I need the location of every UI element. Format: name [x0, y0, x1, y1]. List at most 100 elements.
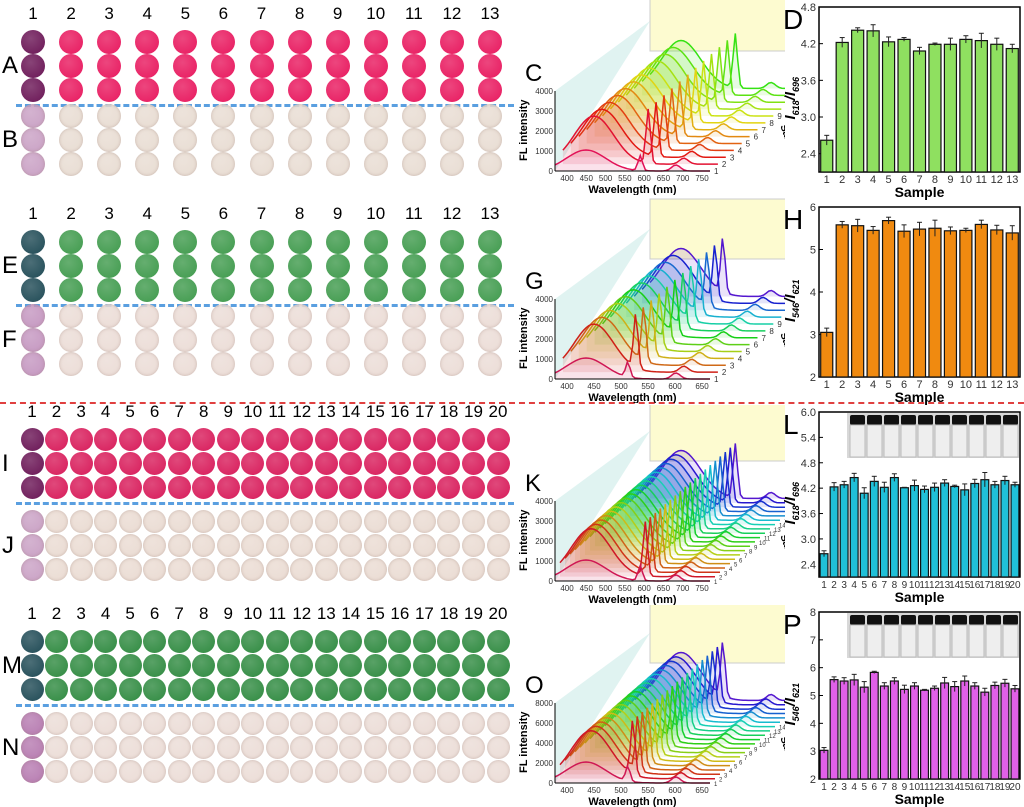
- sample-spot: [290, 630, 314, 653]
- sample-spot: [241, 630, 265, 653]
- sample-tick-label: 3: [730, 361, 735, 370]
- column-number: 17: [414, 604, 434, 623]
- spectrum-line: [584, 499, 740, 556]
- sample-spot: [45, 534, 69, 557]
- sample-tick-label: 11: [764, 739, 771, 745]
- column-number: 3: [76, 604, 86, 623]
- sample-spot: [290, 654, 314, 677]
- spectrum-line: [594, 690, 750, 750]
- sample-spot: [437, 510, 461, 533]
- y-tick-label: 3: [810, 746, 816, 758]
- bar: [930, 486, 940, 578]
- sample-spot: [265, 630, 289, 653]
- sample-spot: [290, 678, 314, 701]
- sample-spot: [439, 78, 464, 102]
- sample-spot: [59, 30, 84, 54]
- spectrum-fill: [640, 452, 785, 508]
- sample-spot: [45, 736, 69, 759]
- x-tick-label: 2: [839, 379, 845, 391]
- sample-spot: [287, 328, 312, 352]
- sample-spot: [249, 54, 274, 78]
- sample-spot: [173, 304, 198, 328]
- bar: [859, 492, 869, 578]
- column-number: 5: [180, 4, 191, 23]
- spectrum-line: [579, 703, 735, 763]
- sample-spot: [486, 452, 510, 475]
- sample-spot: [287, 128, 312, 152]
- panel-label: B: [2, 126, 19, 153]
- bar: [869, 671, 879, 780]
- bar: [879, 685, 889, 780]
- sample-tick-label: 3: [724, 773, 728, 779]
- spectrum-line: [562, 108, 718, 165]
- sample-spot: [290, 534, 314, 557]
- x-tick-label: 12: [929, 580, 941, 591]
- sample-spot: [135, 30, 160, 54]
- sample-spot: [325, 152, 350, 176]
- y-tick-label: 6000: [535, 719, 553, 728]
- sample-spot: [437, 452, 461, 475]
- y-tick-label: 3.0: [801, 534, 816, 546]
- x-tick-label: 13: [1006, 174, 1018, 186]
- sample-spot: [363, 30, 388, 54]
- y-label-sub: 696: [791, 76, 801, 92]
- bar: [980, 691, 990, 780]
- spectrum-line: [639, 452, 785, 508]
- sample-spot: [412, 534, 436, 557]
- sample-spot: [287, 104, 312, 128]
- sample-tick-label: 6: [754, 341, 759, 350]
- spectrum-line: [649, 238, 785, 298]
- sample-spot: [143, 712, 167, 735]
- sample-tick-label: 5: [746, 348, 751, 357]
- column-number: 1: [28, 204, 38, 223]
- sample-spot: [241, 654, 265, 677]
- column-number: 7: [174, 402, 184, 421]
- sample-spot: [265, 736, 289, 759]
- spectrum-line: [634, 655, 785, 715]
- bar: [899, 688, 909, 780]
- sample-spot: [192, 558, 216, 581]
- bar: [839, 680, 849, 780]
- x-tick-label: 450: [580, 584, 594, 593]
- bar: [1005, 232, 1019, 378]
- bar: [851, 29, 865, 173]
- x-tick-label: 6: [871, 580, 877, 591]
- sample-spot: [118, 630, 142, 653]
- spectrum-fill: [570, 307, 726, 366]
- sample-spot: [135, 128, 160, 152]
- bar: [881, 220, 896, 378]
- sample-spot: [314, 712, 338, 735]
- column-number: 17: [414, 402, 434, 421]
- sample-spot: [97, 128, 122, 152]
- sample-spot: [486, 678, 510, 701]
- x-tick-label: 8: [932, 379, 938, 391]
- sample-spot: [314, 736, 338, 759]
- sample-spot: [478, 352, 502, 376]
- bar: [990, 43, 1004, 173]
- sample-spot: [135, 352, 160, 376]
- vials-inset-photo: [847, 413, 1019, 458]
- sample-tick-label: 8: [769, 327, 774, 336]
- y-label-sub: 618: [791, 505, 801, 520]
- column-number: 16: [390, 402, 410, 421]
- y-tick-label: 1000: [535, 557, 553, 566]
- sample-spot: [20, 630, 44, 653]
- sample-spot: [211, 304, 236, 328]
- sample-spot: [412, 452, 436, 475]
- column-number: 10: [366, 4, 386, 23]
- y-axis-label: FL intensity: [518, 509, 530, 571]
- column-number: 15: [365, 402, 385, 421]
- sample-spot: [437, 678, 461, 701]
- spectrum-line: [644, 447, 785, 504]
- x-tick-label: 4: [851, 782, 857, 793]
- spectrum-line: [586, 293, 742, 353]
- spectrum-line: [564, 517, 720, 574]
- sample-spot: [249, 278, 274, 302]
- vial-cap: [884, 415, 899, 425]
- x-tick-label: 550: [618, 174, 632, 183]
- spectrum-line: [574, 508, 730, 565]
- sample-spot: [412, 558, 436, 581]
- sample-spot: [325, 230, 350, 254]
- y-tick-label: 8000: [535, 699, 553, 708]
- sample-spot: [339, 452, 363, 475]
